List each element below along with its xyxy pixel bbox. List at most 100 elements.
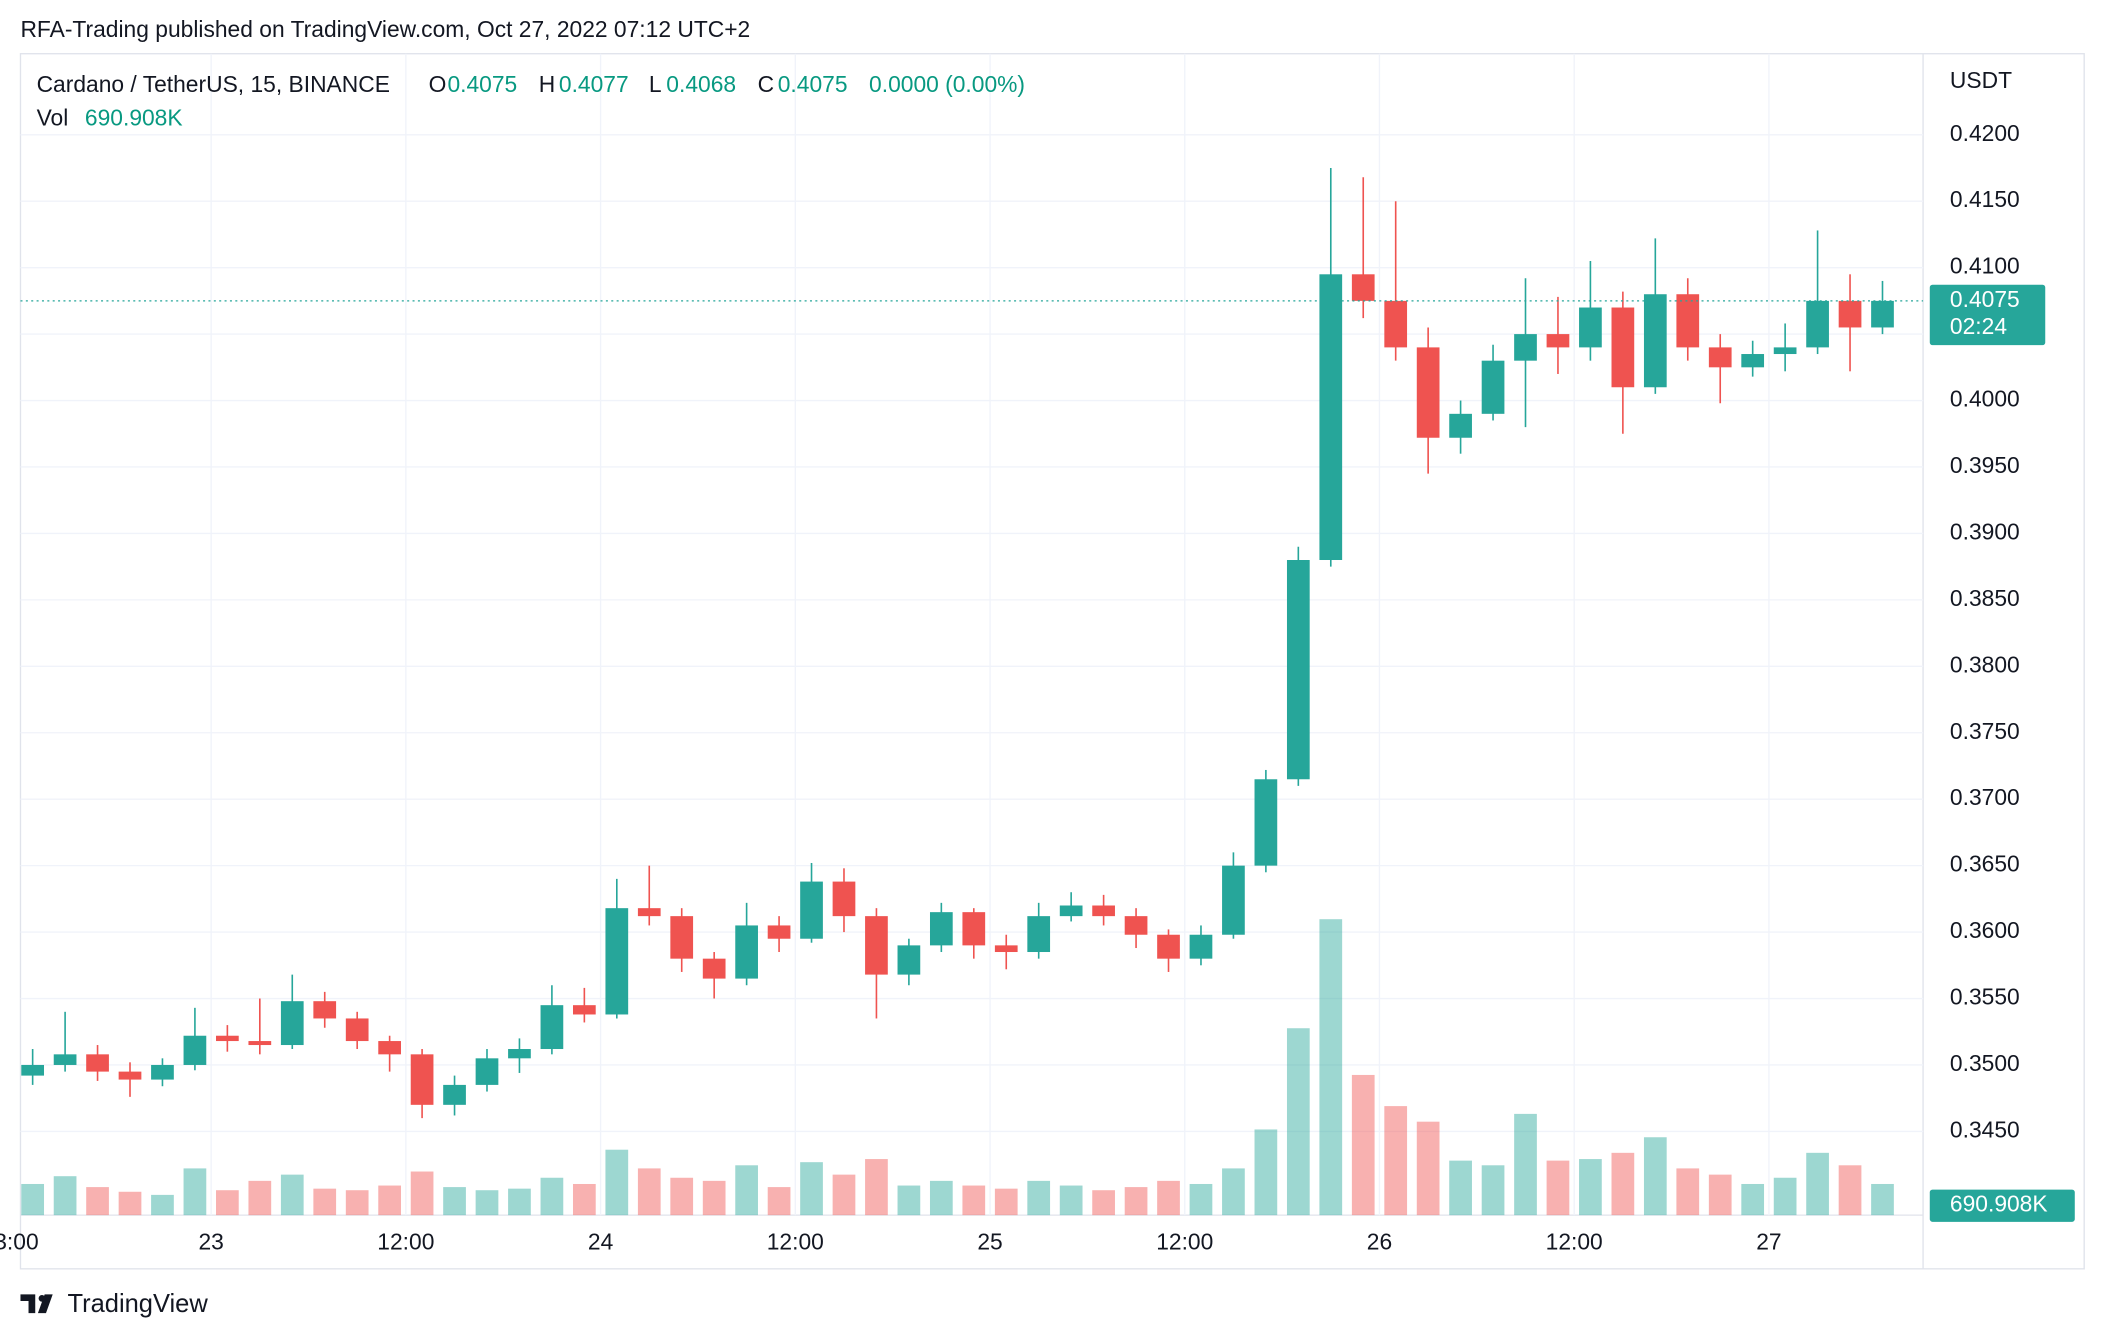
candle-body <box>1286 560 1310 780</box>
volume-bar <box>280 1174 304 1216</box>
y-axis-unit: USDT <box>1950 67 2012 93</box>
ohlc-value: 0.4068 <box>666 71 736 97</box>
x-tick-label: 12:00 <box>1156 1228 1213 1254</box>
volume-bar <box>540 1177 564 1216</box>
volume-bar <box>1546 1160 1570 1216</box>
candle-body <box>280 1001 304 1046</box>
x-tick-label: 24 <box>588 1228 614 1254</box>
change-value: 0.0000 (0.00%) <box>869 71 1025 97</box>
volume-bar <box>443 1187 466 1216</box>
y-tick-label: 0.3750 <box>1950 718 2020 744</box>
volume-value: 690.908K <box>85 105 183 131</box>
x-tick-label: 3:00 <box>0 1228 39 1254</box>
candle-body <box>605 908 629 1015</box>
volume-bar <box>410 1171 434 1216</box>
y-tick-label: 0.3450 <box>1950 1116 2020 1142</box>
candle-body <box>994 945 1018 953</box>
candle-body <box>1059 905 1083 917</box>
x-tick-label: 26 <box>1367 1228 1392 1254</box>
candle-body <box>475 1058 499 1085</box>
x-tick-label: 12:00 <box>767 1228 824 1254</box>
candle-body <box>151 1064 174 1080</box>
volume-bar <box>670 1177 694 1216</box>
candle-body <box>86 1054 109 1072</box>
candle-body <box>1157 934 1180 959</box>
ohlc-value: 0.4077 <box>559 71 629 97</box>
volume-bar <box>994 1188 1018 1216</box>
candle-body <box>800 881 823 939</box>
y-tick-label: 0.3950 <box>1950 452 2020 478</box>
candle-body <box>897 945 921 975</box>
candle-body <box>1579 307 1602 348</box>
candle-body <box>1838 300 1862 328</box>
marks <box>20 167 1924 1216</box>
y-tick-label: 0.3500 <box>1950 1050 2020 1076</box>
candle-body <box>1611 307 1635 388</box>
volume-bar <box>1416 1121 1440 1216</box>
volume-bar <box>216 1190 239 1216</box>
symbol-title: Cardano / TetherUS, 15, BINANCE <box>37 71 390 97</box>
y-tick-label: 0.4000 <box>1950 386 2020 412</box>
volume-bar <box>929 1180 953 1216</box>
volume-bar <box>605 1149 629 1216</box>
candle-body <box>1773 347 1797 355</box>
last-price-label: 0.4075 <box>1950 286 2020 312</box>
y-tick-label: 0.4100 <box>1950 253 2020 279</box>
candle-body <box>216 1035 239 1042</box>
candle-body <box>345 1018 369 1042</box>
volume-bar <box>1871 1183 1894 1216</box>
ohlc-label: H <box>539 71 555 97</box>
candle-body <box>735 925 758 979</box>
volume-bar <box>151 1194 174 1216</box>
volume-bar <box>800 1162 823 1216</box>
candle-body <box>1189 934 1213 959</box>
candle-body <box>1416 347 1440 438</box>
candle-body <box>1708 347 1732 368</box>
volume-bar <box>1643 1137 1667 1216</box>
grid <box>20 53 1924 1216</box>
volume-bar <box>1027 1180 1051 1216</box>
x-tick-label: 27 <box>1756 1228 1781 1254</box>
ohlc-label: C <box>758 71 774 97</box>
volume-bar <box>1481 1165 1505 1216</box>
candle-body <box>378 1041 401 1055</box>
candle-body <box>540 1005 564 1050</box>
candle-body <box>1643 294 1667 388</box>
y-tick-label: 0.4150 <box>1950 186 2020 212</box>
y-tick-label: 0.4200 <box>1950 120 2020 146</box>
footer-brand: TradingView <box>67 1290 208 1318</box>
chart-frame <box>19 53 2085 1270</box>
candle-body <box>1546 334 1570 348</box>
volume-bar <box>508 1188 531 1216</box>
candle-body <box>832 881 856 917</box>
candle-body <box>1092 905 1115 917</box>
candle-body <box>508 1049 531 1059</box>
candle-body <box>1741 354 1765 368</box>
candle-body <box>248 1041 272 1046</box>
candle-body <box>865 916 888 975</box>
candle-body <box>1449 413 1472 438</box>
volume-bar <box>1514 1113 1537 1216</box>
volume-bar <box>962 1185 986 1216</box>
candle-body <box>1481 360 1505 414</box>
volume-bar <box>53 1176 77 1216</box>
ohlc-label: O <box>429 71 447 97</box>
volume-bar <box>767 1187 791 1216</box>
candle-body <box>929 912 953 946</box>
volume-bar <box>21 1183 45 1216</box>
volume-bar <box>832 1174 856 1216</box>
ohlc-value: 0.4075 <box>778 71 848 97</box>
candle-body <box>1676 294 1700 348</box>
candle-body <box>962 912 986 946</box>
tradingview-logo <box>20 1294 53 1314</box>
last-price-tag <box>1929 284 2046 346</box>
candle-body <box>118 1071 142 1080</box>
volume-bar <box>702 1180 726 1216</box>
ohlc-label: L <box>649 71 662 97</box>
candle-body <box>1254 779 1278 866</box>
last-volume-label: 690.908K <box>1950 1191 2048 1217</box>
x-tick-label: 25 <box>977 1228 1002 1254</box>
candle-body <box>572 1005 596 1015</box>
